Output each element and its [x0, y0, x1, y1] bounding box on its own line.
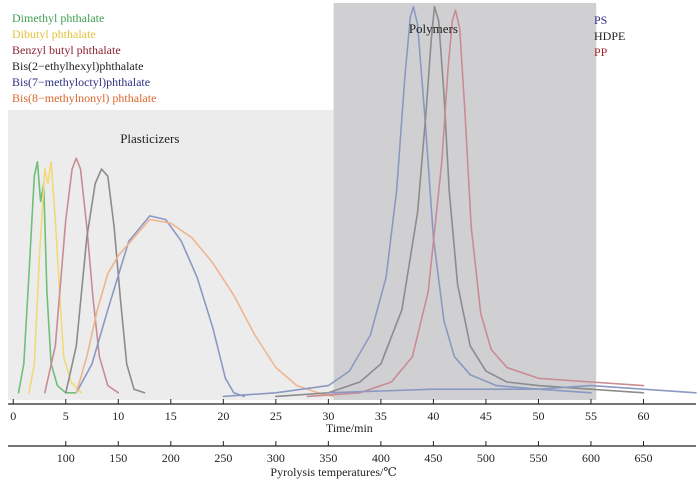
curve-baseline [327, 384, 697, 394]
region-label-polymers: Polymers [409, 21, 458, 36]
time-tick-label-0: 0 [10, 409, 16, 423]
time-tick-label-55: 55 [585, 409, 597, 423]
curve-hdpe [275, 5, 645, 398]
legend-layer: Dimethyl phthalate Dibutyl phthalate Benzy… [12, 11, 625, 105]
time-tick-label-40: 40 [427, 409, 439, 423]
time-tick-label-35: 35 [375, 409, 387, 423]
time-axis-title: Time/min [326, 421, 373, 435]
temperature-tick-label-450: 450 [424, 451, 442, 465]
curve-bis-2-ethylhexyl-phthalate [65, 168, 146, 394]
temperature-tick-label-350: 350 [319, 451, 337, 465]
time-tick-label-20: 20 [217, 409, 229, 423]
region-label-plasticizers: Plasticizers [120, 131, 179, 146]
legend-hdpe: HDPE [594, 29, 625, 43]
regions-layer [8, 3, 597, 400]
temperature-tick-label-300: 300 [267, 451, 285, 465]
series-layer [17, 5, 697, 398]
time-tick-label-60: 60 [637, 409, 649, 423]
curve-pp [306, 9, 645, 398]
time-tick-label-25: 25 [270, 409, 282, 423]
legend-bis-8-methylnonyl-phthalate: Bis(8−methylnonyl) phthalate [12, 91, 156, 105]
temperature-axis-title: Pyrolysis temperatures/℃ [270, 465, 396, 479]
time-tick-label-15: 15 [165, 409, 177, 423]
curve-ps [222, 5, 592, 398]
legend-benzyl-butyl-phthalate: Benzyl butyl phthalate [12, 43, 121, 57]
temperature-tick-label-600: 600 [582, 451, 600, 465]
curve-dibutyl-phthalate [28, 161, 83, 394]
time-tick-label-30: 30 [322, 409, 334, 423]
axes-layer: 0 5 10 15 20 25 30 35 40 45 50 55 60 100 150 200 250 300 3… [8, 399, 696, 479]
temperature-tick-label-400: 400 [372, 451, 390, 465]
time-tick-label-10: 10 [112, 409, 124, 423]
curve-bis-7-methyloctyl-phthalate [75, 215, 246, 398]
time-tick-label-45: 45 [480, 409, 492, 423]
curve-dimethyl-phthalate [17, 161, 78, 394]
temperature-tick-label-500: 500 [477, 451, 495, 465]
time-tick-label-50: 50 [532, 409, 544, 423]
legend-ps: PS [594, 13, 607, 27]
legend-pp: PP [594, 45, 608, 59]
labels-layer: Plasticizers Polymers [120, 21, 458, 146]
legend-dimethyl-phthalate: Dimethyl phthalate [12, 11, 104, 25]
temperature-tick-label-550: 550 [529, 451, 547, 465]
legend-bis-2-ethylhexyl-phthalate: Bis(2−ethylhexyl)phthalate [12, 59, 143, 73]
time-tick-label-5: 5 [63, 409, 69, 423]
legend-bis-7-methyloctyl-phthalate: Bis(7−methyloctyl)phthalate [12, 75, 150, 89]
curve-benzyl-butyl-phthalate [44, 157, 120, 394]
temperature-tick-label-250: 250 [214, 451, 232, 465]
temperature-tick-label-650: 650 [634, 451, 652, 465]
temperature-tick-label-150: 150 [109, 451, 127, 465]
temperature-tick-label-200: 200 [162, 451, 180, 465]
legend-dibutyl-phthalate: Dibutyl phthalate [12, 27, 96, 41]
region-polymers [333, 3, 597, 400]
temperature-tick-label-100: 100 [57, 451, 75, 465]
curve-bis-8-methylnonyl-phthalate [75, 218, 335, 398]
